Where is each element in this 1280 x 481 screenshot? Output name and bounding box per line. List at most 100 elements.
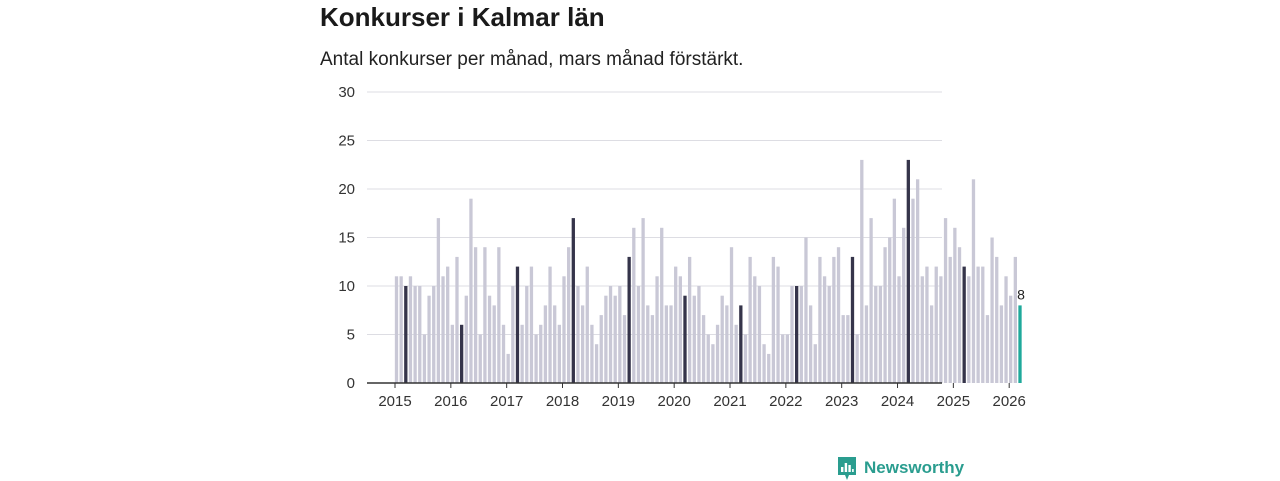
bar[interactable] bbox=[576, 286, 580, 383]
bar[interactable] bbox=[678, 276, 682, 383]
bar[interactable] bbox=[543, 305, 548, 383]
bar[interactable] bbox=[869, 218, 873, 383]
bar[interactable] bbox=[934, 266, 938, 383]
bar[interactable] bbox=[915, 179, 920, 383]
bar[interactable] bbox=[478, 334, 482, 384]
bar[interactable] bbox=[943, 218, 948, 383]
bar[interactable] bbox=[892, 198, 897, 383]
bar[interactable] bbox=[441, 276, 445, 383]
bar[interactable] bbox=[1013, 256, 1017, 383]
bar[interactable] bbox=[808, 305, 813, 383]
bar[interactable] bbox=[841, 315, 845, 383]
bar-march[interactable] bbox=[906, 159, 910, 383]
bar[interactable] bbox=[767, 353, 771, 383]
bar[interactable] bbox=[548, 266, 552, 383]
bar[interactable] bbox=[860, 159, 864, 383]
bar[interactable] bbox=[674, 266, 678, 383]
bar[interactable] bbox=[827, 286, 831, 383]
bar[interactable] bbox=[585, 266, 589, 383]
bar-march[interactable] bbox=[850, 256, 855, 383]
bar[interactable] bbox=[608, 286, 613, 383]
bar[interactable] bbox=[929, 305, 934, 383]
bar[interactable] bbox=[920, 276, 924, 383]
bar[interactable] bbox=[813, 344, 817, 383]
bar[interactable] bbox=[590, 324, 594, 383]
bar[interactable] bbox=[618, 286, 622, 383]
bar[interactable] bbox=[604, 295, 608, 383]
bar[interactable] bbox=[664, 305, 669, 383]
bar[interactable] bbox=[981, 266, 985, 383]
bar[interactable] bbox=[957, 247, 962, 383]
bar[interactable] bbox=[734, 324, 738, 383]
bar[interactable] bbox=[776, 266, 780, 383]
bar[interactable] bbox=[948, 256, 952, 383]
bar[interactable] bbox=[939, 276, 943, 383]
bar[interactable] bbox=[599, 315, 603, 383]
bar-march[interactable] bbox=[459, 324, 464, 383]
bar-march[interactable] bbox=[627, 256, 631, 383]
bar[interactable] bbox=[394, 276, 399, 383]
bar-march[interactable] bbox=[739, 305, 743, 383]
bar[interactable] bbox=[790, 286, 794, 383]
bar[interactable] bbox=[785, 334, 790, 384]
bar[interactable] bbox=[715, 324, 720, 383]
bar[interactable] bbox=[1004, 276, 1008, 383]
bar[interactable] bbox=[655, 276, 659, 383]
bar[interactable] bbox=[422, 334, 427, 384]
bar[interactable] bbox=[855, 334, 859, 384]
bar[interactable] bbox=[557, 324, 562, 383]
bar[interactable] bbox=[692, 295, 696, 383]
newsworthy-logo[interactable]: Newsworthy bbox=[836, 455, 964, 481]
bar[interactable] bbox=[878, 286, 883, 383]
bar[interactable] bbox=[720, 295, 724, 383]
bar[interactable] bbox=[701, 315, 706, 383]
bar[interactable] bbox=[469, 198, 473, 383]
bar[interactable] bbox=[660, 227, 664, 383]
bar[interactable] bbox=[646, 305, 650, 383]
bar-march[interactable] bbox=[962, 266, 966, 383]
bar[interactable] bbox=[706, 334, 710, 384]
bar[interactable] bbox=[436, 218, 441, 383]
bar[interactable] bbox=[446, 266, 450, 383]
bar[interactable] bbox=[520, 324, 524, 383]
bar[interactable] bbox=[455, 256, 459, 383]
bar[interactable] bbox=[911, 198, 915, 383]
bar[interactable] bbox=[487, 295, 492, 383]
bar[interactable] bbox=[539, 324, 543, 383]
bar[interactable] bbox=[804, 237, 808, 384]
bar[interactable] bbox=[897, 276, 901, 383]
bar-march[interactable] bbox=[404, 286, 408, 383]
bar[interactable] bbox=[888, 237, 892, 384]
bar[interactable] bbox=[995, 256, 999, 383]
bar[interactable] bbox=[743, 334, 748, 384]
bar[interactable] bbox=[818, 256, 822, 383]
bar[interactable] bbox=[967, 276, 971, 383]
bar[interactable] bbox=[553, 305, 557, 383]
bar[interactable] bbox=[636, 286, 641, 383]
bar[interactable] bbox=[971, 179, 976, 383]
bar[interactable] bbox=[864, 305, 869, 383]
bar[interactable] bbox=[501, 324, 506, 383]
bar[interactable] bbox=[757, 286, 762, 383]
bar[interactable] bbox=[799, 286, 803, 383]
bar[interactable] bbox=[473, 247, 478, 383]
bar[interactable] bbox=[1009, 295, 1013, 383]
bar[interactable] bbox=[399, 276, 403, 383]
bar[interactable] bbox=[408, 276, 413, 383]
bar[interactable] bbox=[976, 266, 980, 383]
bar[interactable] bbox=[450, 324, 454, 383]
bar[interactable] bbox=[534, 334, 538, 384]
bar[interactable] bbox=[874, 286, 878, 383]
bar[interactable] bbox=[902, 227, 906, 383]
bar[interactable] bbox=[567, 247, 571, 383]
bar[interactable] bbox=[432, 286, 436, 383]
bar[interactable] bbox=[781, 334, 785, 384]
bar[interactable] bbox=[594, 344, 599, 383]
bar[interactable] bbox=[613, 295, 617, 383]
bar[interactable] bbox=[836, 247, 841, 383]
bar[interactable] bbox=[985, 315, 990, 383]
bar[interactable] bbox=[580, 305, 585, 383]
bar[interactable] bbox=[762, 344, 766, 383]
bar[interactable] bbox=[711, 344, 715, 383]
bar-march[interactable] bbox=[1018, 305, 1022, 383]
